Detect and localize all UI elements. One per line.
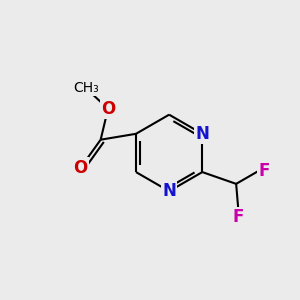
Text: CH₃: CH₃ [73,81,99,95]
Text: N: N [162,182,176,200]
Text: O: O [74,159,88,177]
Text: F: F [259,162,270,180]
Text: N: N [195,125,209,143]
Text: O: O [101,100,115,118]
Text: F: F [233,208,244,226]
